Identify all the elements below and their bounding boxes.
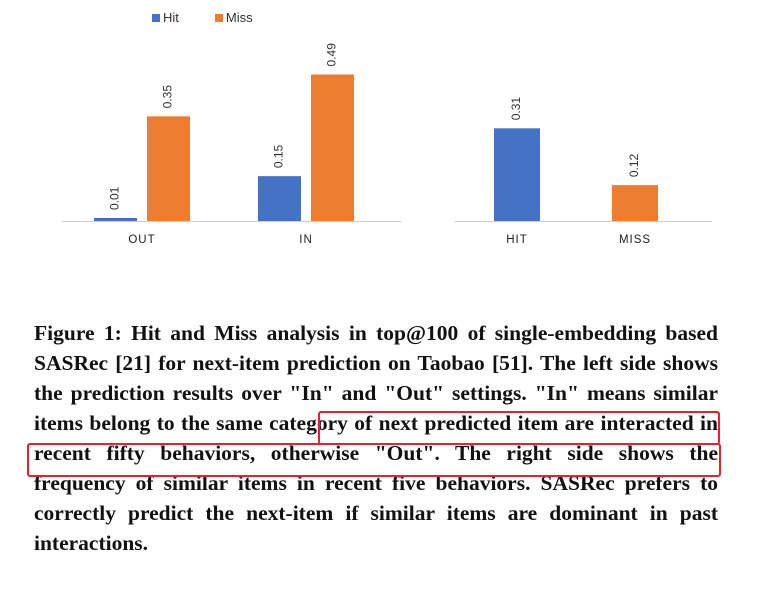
tick-label-out: OUT — [128, 234, 155, 246]
bar-in-hit — [258, 176, 301, 221]
legend-swatch-miss — [214, 13, 223, 22]
chart-legend: Hit Miss — [152, 10, 253, 25]
bar-out-hit — [94, 218, 137, 221]
legend-label-hit: Hit — [163, 10, 179, 25]
data-label-out-miss: 0.35 — [161, 85, 175, 109]
caption-text: Figure 1: Hit and Miss analysis in top@1… — [34, 321, 718, 555]
data-label-right-hit: 0.31 — [509, 97, 523, 121]
figure-caption: Figure 1: Hit and Miss analysis in top@1… — [34, 318, 718, 558]
legend-swatch-hit — [152, 13, 160, 22]
bar-in-miss — [311, 74, 354, 222]
data-label-in-miss: 0.49 — [325, 43, 339, 67]
tick-label-right-hit: HIT — [506, 234, 528, 246]
bar-out-miss — [147, 116, 190, 221]
legend-item-hit: Hit — [152, 10, 179, 25]
tick-label-right-miss: MISS — [619, 234, 651, 246]
data-label-out-hit: 0.01 — [108, 186, 122, 210]
legend-label-miss: Miss — [225, 10, 253, 25]
bar-right-hit — [494, 128, 540, 221]
data-label-right-miss: 0.12 — [627, 153, 641, 177]
legend-item-miss: Miss — [214, 10, 253, 25]
bar-charts: 0.01 0.35 OUT 0.15 0.49 IN 0.31 HIT 0.12 MISS — [62, 43, 712, 246]
bar-right-miss — [612, 185, 658, 221]
tick-label-in: IN — [299, 234, 313, 246]
data-label-in-hit: 0.15 — [272, 144, 286, 168]
